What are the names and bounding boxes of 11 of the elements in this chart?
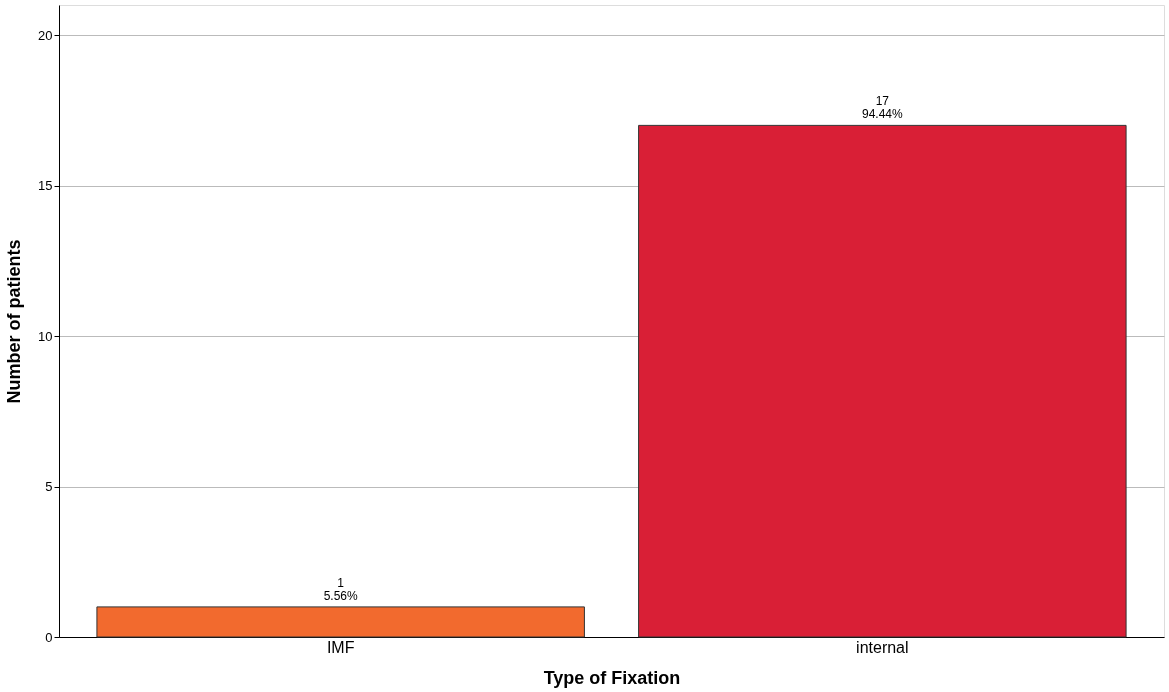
x-tick-label: internal xyxy=(856,638,909,656)
data-label: 17 94.44% xyxy=(861,94,904,122)
y-tick-label: 0 xyxy=(45,629,53,645)
y-tick-label: 5 xyxy=(45,479,53,495)
x-axis-title: Type of Fixation xyxy=(543,667,681,688)
data-label: 1 5.56% xyxy=(323,575,359,603)
y-axis-title: Number of patients xyxy=(4,239,25,404)
y-tick-label: 10 xyxy=(38,328,53,344)
x-tick-label: IMF xyxy=(326,638,355,656)
y-tick-label: 15 xyxy=(38,178,53,194)
y-tick-label: 20 xyxy=(38,27,53,43)
